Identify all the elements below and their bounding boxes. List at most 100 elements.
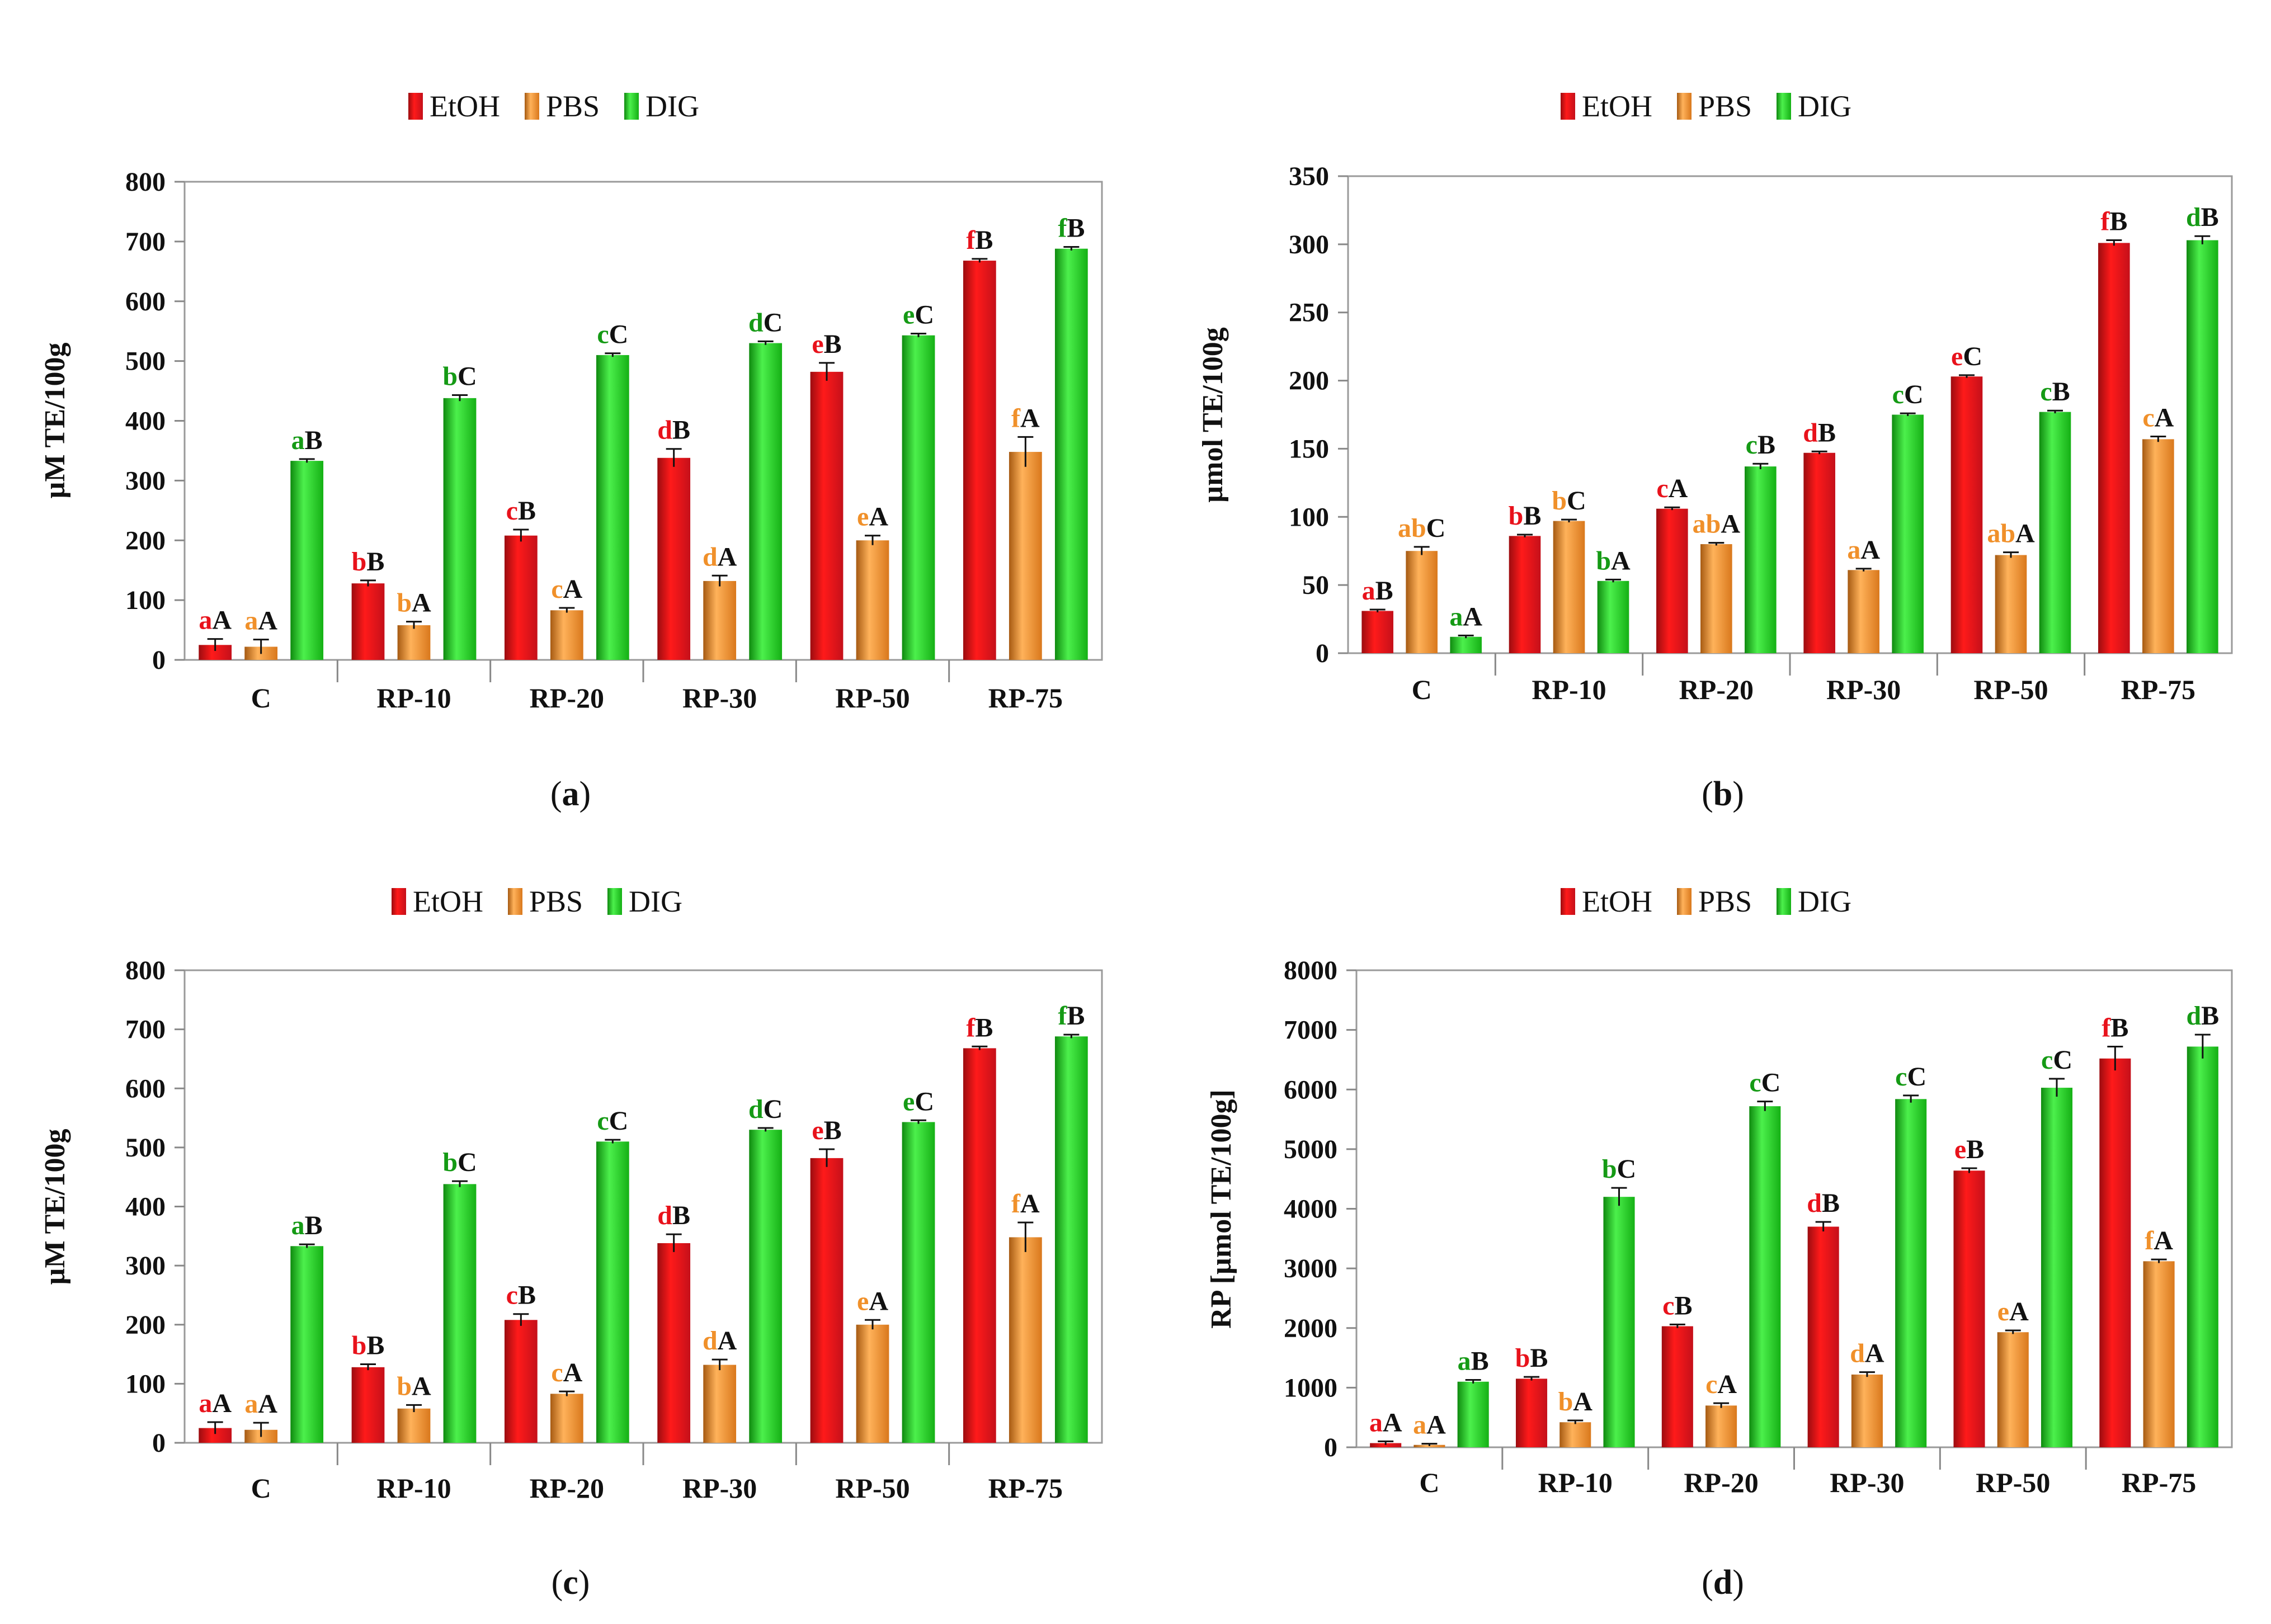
significance-label: cA [551,574,582,604]
significance-label: cB [1662,1291,1692,1320]
significance-label: bC [1552,486,1586,516]
bar-etoh [351,1367,385,1443]
caption-close: ) [1732,1564,1744,1602]
significance-upper: C [458,1148,477,1177]
significance-lower: b [1509,501,1524,531]
significance-label: dA [703,542,737,572]
significance-label: cB [2040,377,2070,407]
y-tick-label: 600 [125,1074,166,1103]
bar-dig [1457,1381,1489,1447]
y-tick-label: 400 [125,407,166,436]
significance-lower: a [244,606,258,636]
significance-lower: c [1662,1291,1674,1320]
significance-upper: A [412,588,431,618]
significance-lower: e [857,1286,869,1316]
bar-pbs [856,540,889,660]
significance-upper: C [764,1094,783,1124]
caption-letter: a [562,775,579,813]
x-tick-label: RP-75 [988,682,1063,714]
significance-lower: c [2142,403,2154,432]
significance-label: dB [1803,418,1836,447]
significance-lower: a [244,1389,258,1419]
bar-dig [290,1246,324,1443]
panel-caption: (c) [552,1564,590,1602]
bar-etoh [351,583,385,660]
bar-etoh [504,535,538,660]
bar-dig [2041,1088,2073,1447]
significance-lower: a [1369,1408,1383,1437]
bar-dig [902,335,935,660]
y-tick-label: 100 [125,586,166,615]
caption-letter: c [563,1564,578,1602]
significance-label: dB [2186,1001,2219,1031]
legend-swatch-pbs [508,888,522,915]
caption-open: ( [1702,1564,1713,1602]
significance-label: aB [291,426,323,455]
significance-upper: C [1426,513,1446,543]
significance-upper: C [915,1087,934,1116]
bar-pbs [550,610,583,660]
y-tick-label: 300 [1289,230,1329,259]
y-axis-label: µmol TE/100g [1197,327,1229,503]
y-tick-label: 500 [125,347,166,376]
significance-label: eC [1951,342,1982,371]
bar-etoh [1370,1443,1402,1447]
bar-dig [1597,580,1629,653]
significance-label: bC [442,1148,477,1177]
caption-letter: b [1713,775,1732,813]
significance-lower: f [966,225,976,255]
significance-upper: A [2015,519,2035,549]
legend: EtOH PBS DIG [1561,885,1851,918]
panel-caption: (a) [550,775,591,813]
bar-dig [1450,636,1482,653]
significance-label: abC [1398,513,1445,543]
significance-upper: B [975,1013,993,1042]
panel-caption: (d) [1702,1564,1744,1602]
significance-lower: c [1656,474,1668,503]
significance-lower: c [551,574,563,604]
bar-etoh [1661,1326,1693,1447]
legend-label: DIG [1798,89,1851,123]
panel-caption: (b) [1702,775,1744,813]
y-tick-label: 0 [1316,639,1329,668]
bar-dig [443,398,477,660]
significance-label: cC [1895,1062,1926,1092]
bar-etoh [2098,243,2130,653]
significance-upper: A [212,606,232,635]
y-tick-label: 200 [125,1310,166,1340]
significance-label: fB [2100,207,2127,237]
y-tick-label: 100 [1289,502,1329,532]
significance-lower: a [1458,1347,1471,1376]
significance-upper: B [1530,1343,1548,1373]
legend-label: DIG [629,885,682,918]
significance-upper: A [258,606,277,636]
bar-etoh [1361,611,1393,653]
significance-lower: f [2145,1226,2154,1255]
significance-lower: d [2186,1001,2201,1031]
significance-label: eB [812,329,841,359]
y-tick-label: 6000 [1284,1075,1337,1104]
x-tick-label: RP-10 [1538,1467,1613,1498]
significance-upper: B [824,329,842,359]
significance-upper: C [915,300,934,329]
significance-lower: c [506,496,518,526]
significance-upper: B [305,426,323,455]
significance-upper: B [2052,377,2070,407]
significance-upper: A [2009,1297,2029,1326]
x-tick-label: RP-50 [835,682,910,714]
y-tick-label: 200 [1289,366,1329,396]
significance-label: aA [1847,535,1880,565]
significance-upper: A [1669,474,1688,503]
bar-dig [2187,1046,2218,1447]
legend-label: PBS [1698,885,1752,918]
legend-label: EtOH [1582,89,1652,123]
significance-label: cA [1656,474,1688,503]
significance-upper: B [1822,1188,1840,1218]
bar-dig [2187,240,2218,653]
significance-lower: d [657,416,672,445]
significance-label: aB [1458,1347,1489,1376]
significance-label: abA [1693,509,1741,539]
significance-upper: C [764,308,783,337]
bar-pbs [1559,1422,1591,1447]
